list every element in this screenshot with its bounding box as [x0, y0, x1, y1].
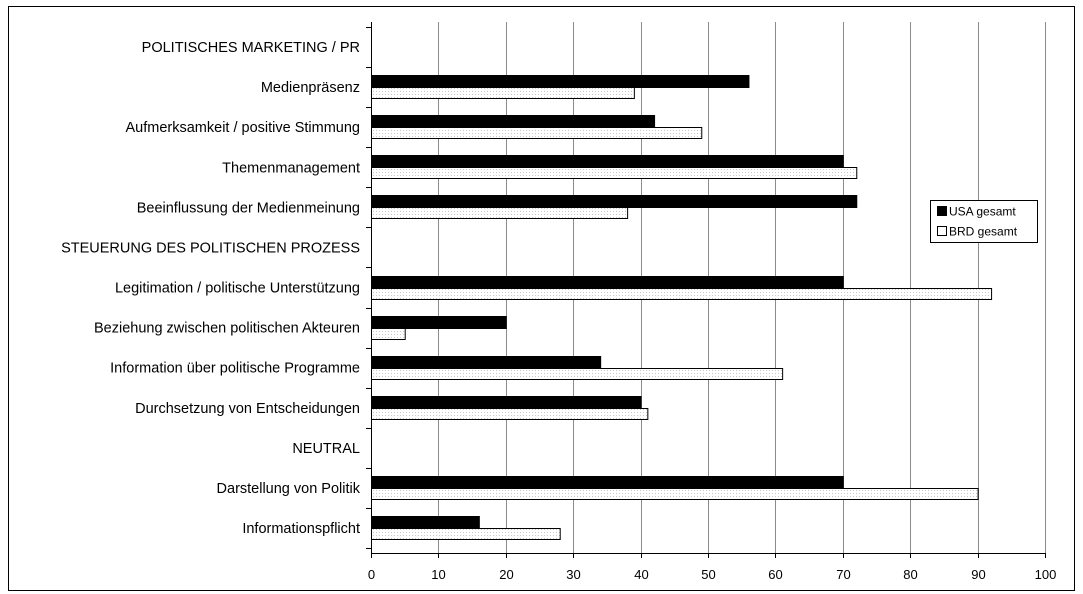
legend-box	[930, 200, 1038, 243]
x-tick-label-0: 0	[368, 567, 375, 582]
gridlines	[438, 22, 1046, 553]
category-label-informationspflicht: Informationspflicht	[242, 521, 360, 537]
x-tick-label-70: 70	[836, 567, 850, 582]
x-tick-label-50: 50	[701, 567, 715, 582]
category-label-darstellung-von-politik: Darstellung von Politik	[217, 481, 361, 497]
bar-brd-gesamt-durchsetzung-von-entscheidungen	[371, 408, 649, 420]
bar-brd-gesamt-aufmerksamkeit-positive-stimmung	[371, 127, 703, 139]
category-label-themenmanagement: Themenmanagement	[222, 160, 360, 176]
bar-usa-gesamt-medienprasenz	[371, 75, 750, 88]
category-labels: POLITISCHES MARKETING / PR Medienpräsenz A…	[61, 40, 361, 537]
bar-brd-gesamt-informationspflicht	[371, 528, 561, 540]
category-label-neutral: NEUTRAL	[292, 441, 360, 457]
bar-usa-gesamt-durchsetzung-von-entscheidungen	[371, 396, 642, 409]
bar-usa-gesamt-themenmanagement	[371, 155, 844, 168]
bar-brd-gesamt-medienprasenz	[371, 87, 635, 99]
legend-label-usa-gesamt: USA gesamt	[949, 205, 1016, 219]
category-label-beeinflussung-der-medienmeinung: Beeinflussung der Medienmeinung	[137, 200, 360, 216]
bar-usa-gesamt-information-uber-politische-programme	[371, 356, 602, 369]
category-label-politisches-marketing-pr: POLITISCHES MARKETING / PR	[142, 40, 360, 56]
category-label-beziehung-zwischen-politischen-akteuren: Beziehung zwischen politischen Akteuren	[94, 321, 360, 337]
x-tick-label-90: 90	[971, 567, 985, 582]
bar-brd-gesamt-beziehung-zwischen-politischen-akteuren	[371, 328, 406, 340]
bar-usa-gesamt-legitimation-politische-unterstutzung	[371, 276, 844, 289]
x-tick-label-100: 100	[1035, 567, 1057, 582]
category-label-medienprasenz: Medienpräsenz	[261, 80, 360, 96]
category-label-aufmerksamkeit-positive-stimmung: Aufmerksamkeit / positive Stimmung	[126, 120, 361, 136]
chart-frame	[8, 6, 1075, 591]
x-tick-label-20: 20	[499, 567, 513, 582]
bar-brd-gesamt-themenmanagement	[371, 167, 858, 179]
category-label-durchsetzung-von-entscheidungen: Durchsetzung von Entscheidungen	[135, 401, 360, 417]
bar-usa-gesamt-aufmerksamkeit-positive-stimmung	[371, 115, 656, 128]
legend-label-brd-gesamt: BRD gesamt	[949, 225, 1018, 239]
bar-usa-gesamt-beeinflussung-der-medienmeinung	[371, 195, 858, 208]
legend-swatch-usa-gesamt	[937, 206, 947, 216]
x-tick-label-60: 60	[768, 567, 782, 582]
category-label-steuerung-des-politischen-prozess: STEUERUNG DES POLITISCHEN PROZESS	[61, 240, 360, 256]
category-label-information-uber-politische-programme: Information über politische Programme	[110, 361, 360, 377]
x-tick-label-30: 30	[566, 567, 580, 582]
bars	[371, 75, 993, 540]
bar-usa-gesamt-darstellung-von-politik	[371, 476, 844, 489]
bar-usa-gesamt-informationspflicht	[371, 516, 480, 529]
category-label-legitimation-politische-unterstutzung: Legitimation / politische Unterstützung	[115, 281, 360, 297]
bar-brd-gesamt-beeinflussung-der-medienmeinung	[371, 207, 629, 219]
legend: USA gesamt BRD gesamt	[930, 200, 1038, 243]
bar-brd-gesamt-information-uber-politische-programme	[371, 368, 784, 380]
x-tick-label-80: 80	[903, 567, 917, 582]
bar-brd-gesamt-legitimation-politische-unterstutzung	[371, 288, 993, 300]
x-tick-label-40: 40	[634, 567, 648, 582]
bar-usa-gesamt-beziehung-zwischen-politischen-akteuren	[371, 316, 507, 329]
bar-brd-gesamt-darstellung-von-politik	[371, 488, 979, 500]
legend-swatch-brd-gesamt	[937, 226, 947, 236]
x-tick-label-10: 10	[431, 567, 445, 582]
axes: 0 10 20 30 40 50 60 70 80 90 100	[366, 22, 1056, 582]
